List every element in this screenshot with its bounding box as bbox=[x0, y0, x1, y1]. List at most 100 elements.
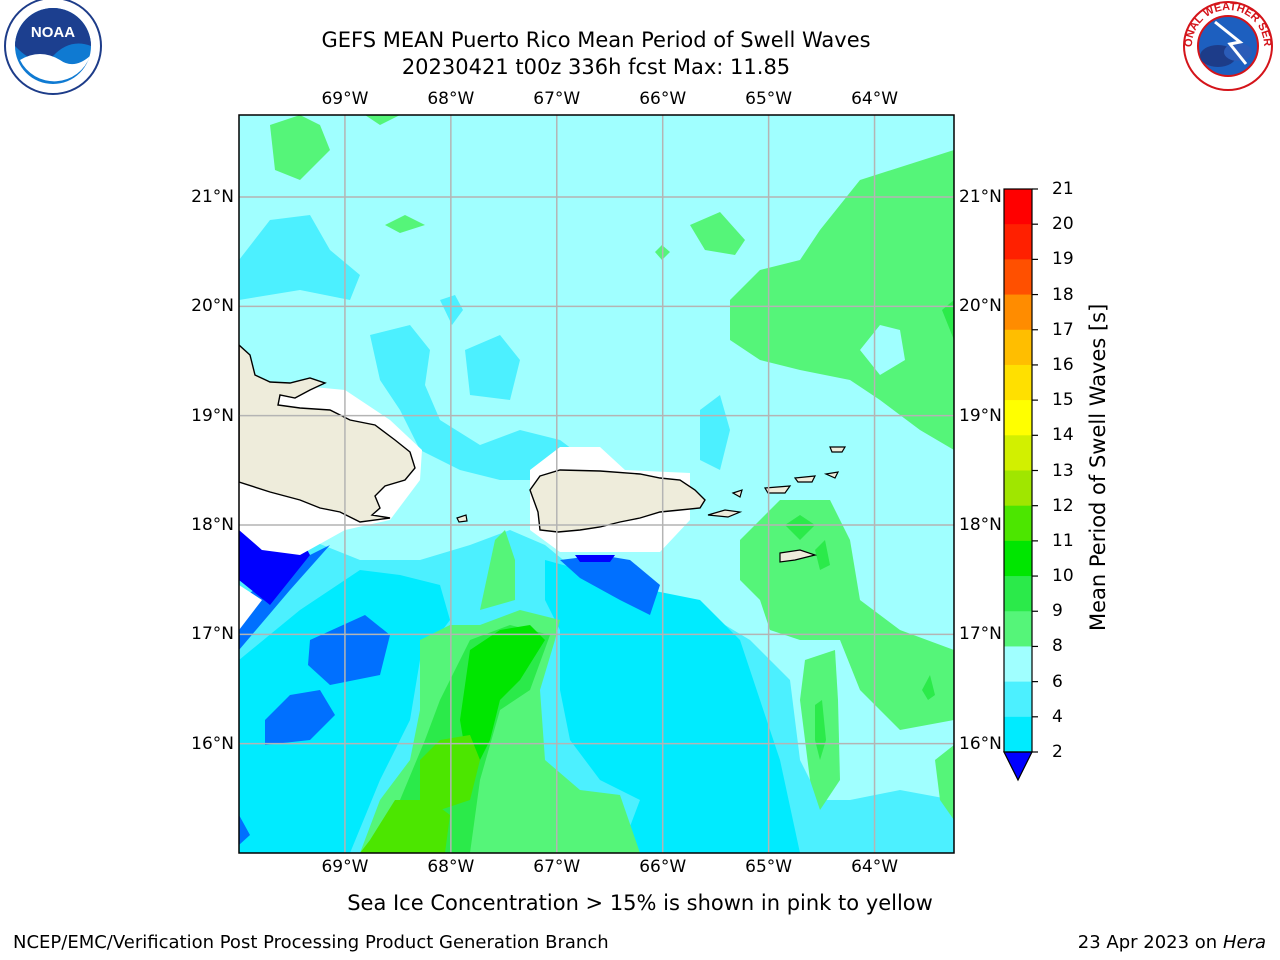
colorbar-tick-label: 13 bbox=[1052, 460, 1074, 481]
lon-tick-label: 64°W bbox=[851, 857, 899, 877]
noaa-logo-text: NOAA bbox=[31, 24, 75, 41]
mona-island bbox=[456, 514, 468, 523]
colorbar-tick-label: 11 bbox=[1052, 530, 1074, 551]
colorbar-segment bbox=[1004, 364, 1032, 401]
lat-tick-label: 17°N bbox=[959, 624, 1002, 645]
producer-credit: NCEP/EMC/Verification Post Processing Pr… bbox=[13, 932, 609, 953]
band-10-11-strip bbox=[815, 700, 826, 760]
band-12-13 bbox=[420, 735, 480, 810]
band-2-4-b bbox=[265, 690, 335, 745]
lon-tick-label: 67°W bbox=[533, 89, 581, 109]
nodata-hispaniola-south bbox=[239, 585, 262, 630]
lat-tick-label: 18°N bbox=[959, 515, 1002, 535]
band-2-4-e bbox=[239, 815, 250, 845]
band-2-4-a bbox=[308, 615, 390, 685]
colorbar-tick-label: 8 bbox=[1052, 636, 1063, 657]
colorbar-segment bbox=[1004, 224, 1032, 260]
band-10-11-se bbox=[922, 675, 935, 700]
hispaniola-land bbox=[239, 344, 416, 523]
colorbar-tick-label: 9 bbox=[1052, 601, 1063, 622]
anguilla-island bbox=[829, 446, 847, 453]
colorbar-tick-label: 14 bbox=[1052, 425, 1074, 446]
map-title: GEFS MEAN Puerto Rico Mean Period of Swe… bbox=[321, 28, 871, 52]
colorbar-tick-label: 12 bbox=[1052, 495, 1074, 516]
colorbar-tick-label: 2 bbox=[1052, 742, 1063, 762]
colorbar-segment bbox=[1004, 540, 1032, 577]
colorbar-segment bbox=[1004, 329, 1032, 366]
forecast-info: 20230421 t00z 336h fcst Max: 11.85 bbox=[401, 55, 791, 79]
lat-tick-label: 17°N bbox=[191, 624, 234, 645]
colorbar-tick-label: 17 bbox=[1052, 319, 1074, 340]
generation-date-text: 23 Apr 2023 on bbox=[1077, 932, 1223, 953]
lon-tick-label: 69°W bbox=[321, 857, 369, 877]
band-9-10-ridge bbox=[480, 530, 515, 610]
vieques-island bbox=[707, 509, 743, 518]
colorbar-segment bbox=[1004, 716, 1032, 753]
lat-tick-label: 18°N bbox=[191, 515, 234, 535]
lon-tick-label: 64°W bbox=[851, 89, 899, 109]
lon-tick-label: 66°W bbox=[639, 857, 687, 877]
noaa-logo: NOAA bbox=[4, 0, 102, 95]
lat-tick-label: 16°N bbox=[959, 733, 1002, 754]
host-name: Hera bbox=[1222, 932, 1266, 953]
lat-tick-label: 21°N bbox=[959, 187, 1002, 207]
band-8-9-hole bbox=[860, 325, 905, 375]
band-9-10-n bbox=[690, 212, 745, 255]
band-6-8-blob2 bbox=[700, 395, 730, 470]
sea-ice-note: Sea Ice Concentration > 15% is shown in … bbox=[347, 891, 933, 915]
swell-period-field bbox=[239, 115, 954, 853]
colorbar-segment bbox=[1004, 611, 1032, 647]
band-12-13-b bbox=[360, 800, 450, 853]
colorbar-tick-label: 15 bbox=[1052, 390, 1074, 411]
virgin-islands-2 bbox=[763, 485, 792, 494]
map-gridlines bbox=[239, 115, 954, 853]
colorbar-tick-label: 10 bbox=[1052, 566, 1074, 587]
colorbar-segment bbox=[1004, 681, 1032, 718]
band-6-8-blob1 bbox=[465, 335, 520, 400]
colorbar-segment bbox=[1004, 576, 1032, 612]
band-6-8-west bbox=[239, 215, 360, 300]
colorbar-segment bbox=[1004, 259, 1032, 296]
colorbar-segment bbox=[1004, 470, 1032, 507]
band-10-11-pr2 bbox=[815, 540, 830, 570]
colorbar-segment bbox=[1004, 435, 1032, 471]
virgin-islands-3 bbox=[793, 475, 817, 483]
colorbar-segment bbox=[1004, 294, 1032, 331]
virgin-islands-1 bbox=[731, 489, 743, 498]
colorbar-tick-label: 21 bbox=[1052, 179, 1074, 199]
puerto-rico-land bbox=[529, 469, 706, 533]
band-6-8-mid bbox=[370, 325, 600, 480]
nws-logo-text: NATIONAL WEATHER SERVICE bbox=[0, 0, 1273, 47]
lon-tick-label: 69°W bbox=[321, 89, 369, 109]
colorbar-segment bbox=[1004, 505, 1032, 542]
colorbar-tick-label: 19 bbox=[1052, 249, 1074, 270]
colorbar-tick-label: 4 bbox=[1052, 706, 1063, 727]
colorbar-tick-label: 18 bbox=[1052, 284, 1074, 305]
lon-tick-label: 65°W bbox=[745, 89, 793, 109]
lon-tick-label: 65°W bbox=[745, 857, 793, 877]
nws-logo: NATIONAL WEATHER SERVICE bbox=[0, 0, 1274, 92]
band-2-4-c bbox=[560, 555, 660, 615]
colorbar-segment bbox=[1004, 189, 1032, 225]
generation-date: 23 Apr 2023 on Hera bbox=[1078, 932, 1266, 953]
colorbar-extension bbox=[1003, 751, 1033, 782]
lon-tick-label: 68°W bbox=[427, 857, 475, 877]
lat-tick-label: 21°N bbox=[191, 187, 234, 207]
map-frame bbox=[238, 114, 955, 854]
band-9-10-nw bbox=[270, 115, 330, 180]
colorbar-tick-label: 6 bbox=[1052, 671, 1063, 692]
colorbar-segment bbox=[1004, 400, 1032, 436]
band-11-12 bbox=[460, 625, 545, 780]
band-below-2-pr bbox=[575, 555, 615, 562]
lat-tick-label: 19°N bbox=[959, 405, 1002, 426]
band-10-11-pr bbox=[785, 515, 815, 540]
lat-tick-label: 20°N bbox=[959, 296, 1002, 317]
colorbar bbox=[1003, 188, 1038, 782]
band-9-10-far-se bbox=[935, 745, 954, 820]
lat-tick-label: 16°N bbox=[191, 733, 234, 754]
band-10-11-east-edge bbox=[942, 300, 954, 340]
lat-tick-label: 19°N bbox=[191, 405, 234, 426]
colorbar-segment bbox=[1004, 646, 1032, 683]
lat-tick-label: 20°N bbox=[191, 296, 234, 317]
colorbar-label: Mean Period of Swell Waves [s] bbox=[1086, 303, 1110, 631]
